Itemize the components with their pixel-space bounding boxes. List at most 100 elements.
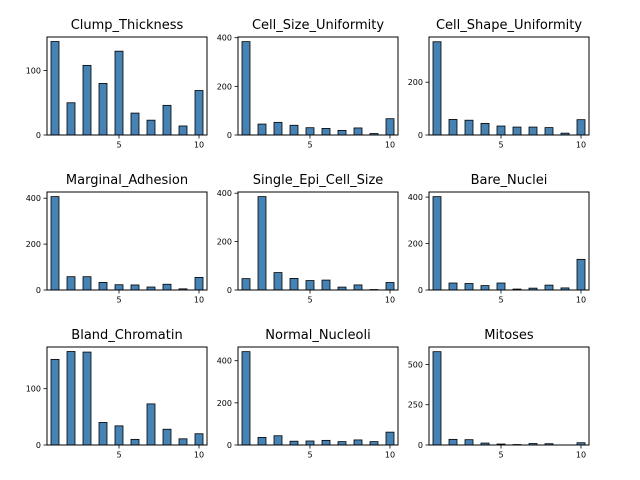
bar [337, 441, 347, 446]
bar [257, 196, 267, 291]
subplot-title: Marginal_Adhesion [66, 173, 188, 188]
bar [448, 438, 458, 446]
y-tick-label: 250 [408, 401, 423, 410]
y-tick-label: 500 [408, 360, 423, 369]
bar [66, 351, 76, 446]
x-tick-label: 10 [194, 296, 204, 305]
bar [369, 441, 379, 446]
y-tick-label: 200 [408, 240, 423, 249]
bar [448, 119, 458, 136]
bar [50, 358, 60, 446]
bar [496, 282, 506, 291]
x-tick-label: 10 [194, 451, 204, 460]
bar [289, 124, 299, 136]
bar [273, 272, 283, 291]
x-tick-label: 10 [576, 451, 586, 460]
bar [353, 127, 363, 136]
bar [257, 437, 267, 446]
bar [353, 439, 363, 446]
axes-frame [46, 36, 208, 136]
subplot-cell-size-uniformity: 5 10 0 200 400 Cell_Size_Uniformity [217, 18, 399, 150]
x-tick-label: 10 [385, 296, 395, 305]
x-tick-label: 10 [385, 451, 395, 460]
bar [50, 196, 60, 291]
bar [98, 83, 108, 136]
bar [480, 122, 490, 136]
y-tick-label: 0 [418, 131, 423, 140]
x-tick-label: 10 [385, 141, 395, 150]
subplot-title: Normal_Nucleoli [265, 328, 370, 343]
bar [464, 439, 474, 446]
bar [321, 439, 331, 446]
bar [576, 119, 586, 136]
axes-frame [428, 346, 590, 446]
bar [162, 283, 172, 291]
x-tick-label: 10 [576, 141, 586, 150]
bar [480, 285, 490, 291]
axes-frame [237, 36, 399, 136]
subplot-title: Bland_Chromatin [71, 328, 182, 343]
subplot-title: Mitoses [484, 328, 534, 343]
y-tick-label: 0 [36, 286, 41, 295]
bar [114, 50, 124, 136]
bar [66, 276, 76, 291]
y-tick-label: 200 [26, 240, 41, 249]
bar [66, 102, 76, 136]
bar [576, 258, 586, 291]
bar [321, 128, 331, 136]
subplot-title: Bare_Nuclei [471, 173, 548, 188]
bar [241, 351, 251, 446]
bar [257, 123, 267, 136]
bar [448, 282, 458, 291]
bar [82, 351, 92, 446]
y-tick-label: 0 [36, 131, 41, 140]
axes-frame [46, 346, 208, 446]
bar [98, 422, 108, 446]
bar [194, 433, 204, 446]
y-tick-label: 400 [217, 189, 232, 198]
subplot-marginal-adhesion: 5 10 0 200 400 Marginal_Adhesion [26, 173, 208, 305]
axes-frame [237, 346, 399, 446]
bar [305, 440, 315, 446]
bar [528, 126, 538, 136]
bar [273, 435, 283, 446]
x-tick-label: 5 [116, 141, 121, 150]
bar [178, 438, 188, 446]
y-tick-label: 200 [217, 82, 232, 91]
y-tick-label: 200 [408, 78, 423, 87]
bar [464, 119, 474, 136]
bar [50, 41, 60, 136]
subplot-cell-shape-uniformity: 5 10 0 200 Cell_Shape_Uniformity [408, 18, 590, 150]
bar [130, 112, 140, 136]
bar [321, 279, 331, 291]
bar [146, 119, 156, 136]
subplot-mitoses: 5 10 0 250 500 Mitoses [408, 328, 590, 460]
bar [146, 403, 156, 446]
y-tick-label: 0 [227, 131, 232, 140]
bar [162, 104, 172, 136]
x-tick-label: 10 [194, 141, 204, 150]
y-tick-label: 400 [26, 194, 41, 203]
y-tick-label: 100 [26, 385, 41, 394]
x-tick-label: 5 [498, 141, 503, 150]
bar [385, 118, 395, 136]
subplot-single-epi-cell-size: 5 10 0 200 400 Single_Epi_Cell_Size [217, 173, 399, 305]
axes-frame [46, 191, 208, 291]
bar [464, 283, 474, 291]
x-tick-label: 5 [116, 296, 121, 305]
y-tick-label: 200 [217, 399, 232, 408]
bar [130, 284, 140, 291]
bar [305, 127, 315, 136]
bar [289, 440, 299, 446]
bar [496, 125, 506, 136]
axes-frame [237, 191, 399, 291]
bar [178, 125, 188, 136]
bar [82, 276, 92, 291]
bar [385, 431, 395, 446]
axes-frame [428, 191, 590, 291]
y-tick-label: 0 [227, 286, 232, 295]
bar [337, 129, 347, 136]
bar [512, 126, 522, 136]
